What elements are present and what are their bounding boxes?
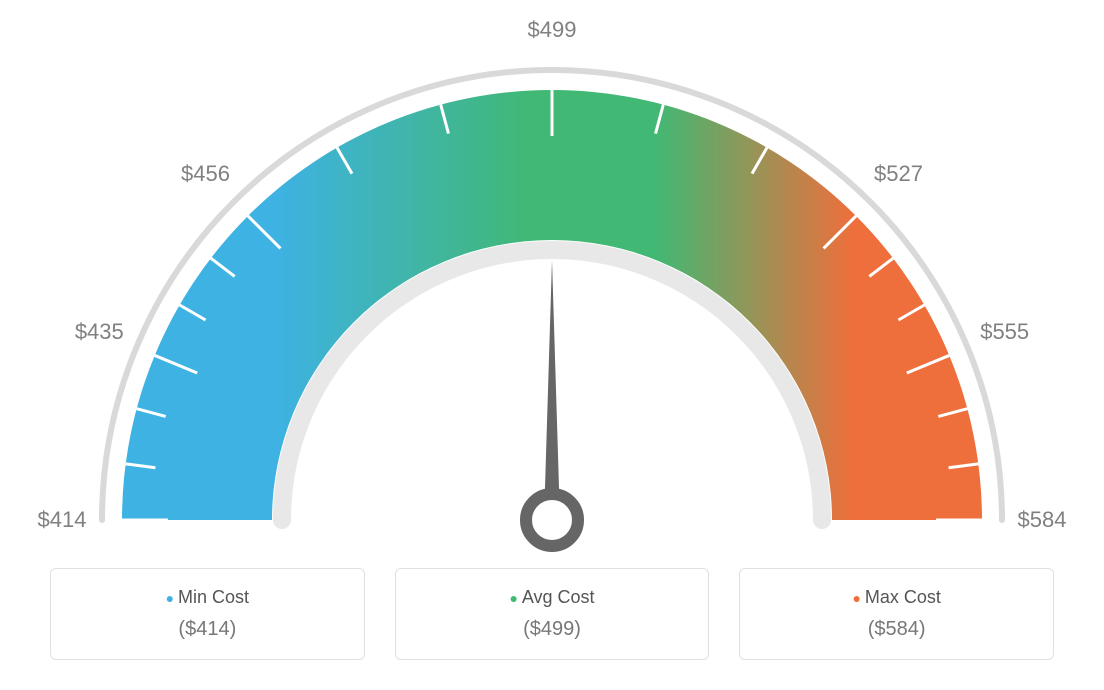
summary-cards: Min Cost ($414) Avg Cost ($499) Max Cost… xyxy=(0,568,1104,660)
gauge-svg xyxy=(42,20,1062,560)
avg-cost-value: ($499) xyxy=(416,618,689,641)
min-cost-value: ($414) xyxy=(71,618,344,641)
max-cost-value: ($584) xyxy=(760,618,1033,641)
avg-cost-card: Avg Cost ($499) xyxy=(395,568,710,660)
gauge-tick-label: $527 xyxy=(874,161,923,187)
avg-cost-label: Avg Cost xyxy=(416,587,689,608)
gauge-tick-label: $499 xyxy=(528,17,577,43)
gauge-tick-label: $414 xyxy=(38,507,87,533)
gauge-tick-label: $435 xyxy=(75,319,124,345)
gauge-tick-label: $555 xyxy=(980,319,1029,345)
max-cost-card: Max Cost ($584) xyxy=(739,568,1054,660)
gauge-tick-label: $584 xyxy=(1018,507,1067,533)
min-cost-label: Min Cost xyxy=(71,587,344,608)
gauge-chart: $414 $435 $456 $499 $527 $555 $584 xyxy=(0,0,1104,560)
min-cost-card: Min Cost ($414) xyxy=(50,568,365,660)
gauge-tick-label: $456 xyxy=(181,161,230,187)
max-cost-label: Max Cost xyxy=(760,587,1033,608)
